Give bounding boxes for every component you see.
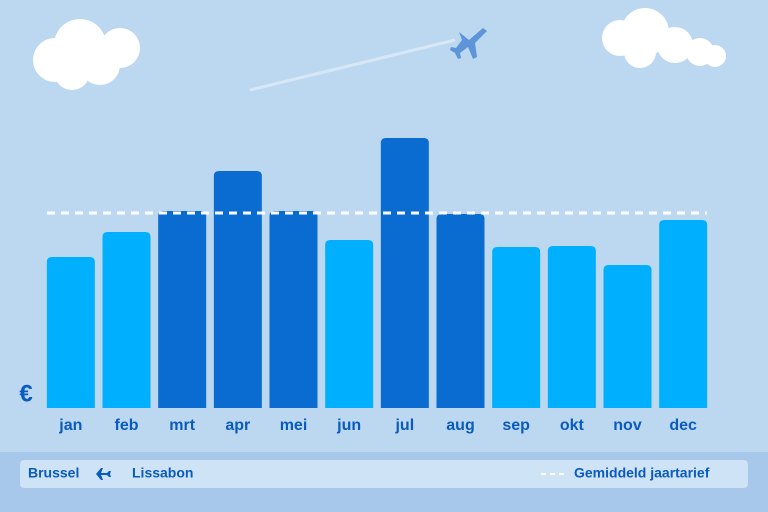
x-tick-label: mrt xyxy=(169,417,195,434)
route-to: Lissabon xyxy=(132,465,193,481)
bar xyxy=(102,232,151,408)
x-tick-label: feb xyxy=(115,417,139,434)
bar xyxy=(213,171,262,408)
y-label: € xyxy=(19,380,32,407)
x-tick-label: mei xyxy=(280,417,308,434)
bar xyxy=(436,214,485,408)
legend-label: Gemiddeld jaartarief xyxy=(574,465,710,481)
bar xyxy=(269,211,318,408)
bar xyxy=(659,220,708,408)
bar xyxy=(603,265,652,408)
bar xyxy=(46,257,95,408)
x-tick-label: aug xyxy=(446,417,474,434)
x-tick-label: sep xyxy=(502,417,530,434)
bar xyxy=(492,247,541,408)
contrail xyxy=(249,38,456,92)
bar xyxy=(547,246,596,408)
x-tick-label: okt xyxy=(560,417,585,434)
bar xyxy=(380,138,429,408)
route-plane-icon xyxy=(96,468,111,480)
x-tick-label: nov xyxy=(613,417,642,434)
legend-box xyxy=(20,460,748,488)
plane-icon xyxy=(450,28,487,59)
cloud xyxy=(33,19,140,90)
x-tick-label: dec xyxy=(669,417,697,434)
bar xyxy=(325,240,374,408)
route-from: Brussel xyxy=(28,465,79,481)
cloud xyxy=(602,8,726,68)
x-tick-label: jun xyxy=(336,417,361,434)
x-tick-label: jul xyxy=(394,417,414,434)
x-tick-label: jan xyxy=(58,417,82,434)
bar xyxy=(158,211,207,408)
x-tick-label: apr xyxy=(225,417,250,434)
